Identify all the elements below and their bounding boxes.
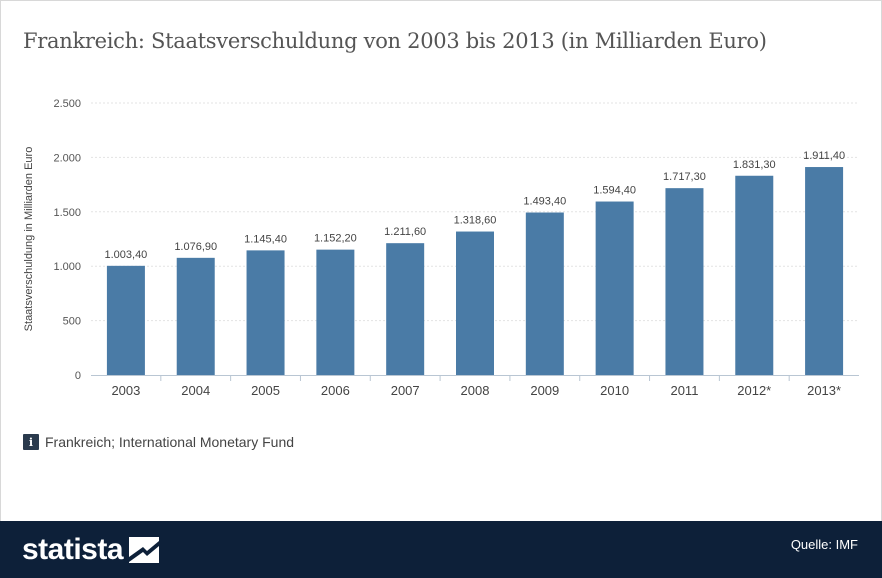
data-label: 1.145,40 xyxy=(244,233,287,245)
bar xyxy=(386,243,425,375)
data-label: 1.318,60 xyxy=(454,215,497,227)
data-label: 1.211,60 xyxy=(384,226,426,238)
x-tick-label: 2010 xyxy=(600,383,629,398)
x-tick-label: 2007 xyxy=(391,383,420,398)
y-tick-label: 2.500 xyxy=(53,98,81,110)
y-axis-ticks: 0 500 1.000 1.500 2.000 2.500 xyxy=(53,98,81,382)
data-label: 1.717,30 xyxy=(663,171,706,183)
data-label: 1.003,40 xyxy=(104,249,147,261)
y-tick-label: 2.000 xyxy=(53,152,81,164)
y-tick-label: 1.000 xyxy=(53,261,81,273)
logo-wordmark: statista xyxy=(22,533,124,566)
bars xyxy=(106,167,844,375)
statista-logo[interactable]: statista xyxy=(22,533,160,567)
bar xyxy=(665,188,704,375)
source-note[interactable]: i Frankreich; International Monetary Fun… xyxy=(23,434,294,450)
bar xyxy=(735,175,774,375)
y-tick-label: 1.500 xyxy=(53,207,81,219)
footer-bar: statista Quelle: IMF xyxy=(0,521,882,578)
x-tick-label: 2012* xyxy=(737,383,771,398)
x-tick-label: 2008 xyxy=(461,383,490,398)
y-tick-label: 0 xyxy=(75,370,81,382)
y-axis-label: Staatsverschuldung in Milliarden Euro xyxy=(23,147,35,332)
x-tick-label: 2006 xyxy=(321,383,350,398)
x-tick-label: 2004 xyxy=(181,383,210,398)
bar-chart: 0 500 1.000 1.500 2.000 2.500 1.003,40 1.076,9… xyxy=(23,98,859,398)
y-tick-label: 500 xyxy=(63,316,81,328)
bar xyxy=(456,231,494,375)
x-tick-label: 2005 xyxy=(251,383,280,398)
source-note-text: Frankreich; International Monetary Fund xyxy=(45,434,295,450)
bar xyxy=(805,167,844,375)
x-tick-label: 2009 xyxy=(530,383,559,398)
statista-mark-icon xyxy=(129,537,160,563)
data-label: 1.831,30 xyxy=(733,159,776,171)
value-labels: 1.003,40 1.076,90 1.145,40 1.152,20 1.211,60… xyxy=(104,150,845,261)
chart-title: Frankreich: Staatsverschuldung von 2003 … xyxy=(23,29,767,53)
grid-lines xyxy=(91,102,859,376)
bar xyxy=(316,249,355,375)
x-tick-label: 2011 xyxy=(670,383,698,398)
x-tick-label: 2013* xyxy=(807,383,841,398)
data-label: 1.076,90 xyxy=(174,241,217,253)
data-label: 1.594,40 xyxy=(593,185,636,197)
data-label: 1.493,40 xyxy=(523,196,566,208)
x-axis-ticks: 2003 2004 2005 2006 2007 2008 2009 2010 2011 2012… xyxy=(111,375,841,398)
bar xyxy=(525,212,564,375)
bar xyxy=(176,257,215,375)
footer-source: Quelle: IMF xyxy=(790,537,858,552)
bar xyxy=(595,201,634,375)
x-tick-label: 2003 xyxy=(111,383,140,398)
bar xyxy=(246,250,285,375)
data-label: 1.152,20 xyxy=(314,233,357,245)
data-label: 1.911,40 xyxy=(803,150,845,162)
info-icon[interactable]: i xyxy=(23,434,39,450)
bar xyxy=(106,265,145,375)
